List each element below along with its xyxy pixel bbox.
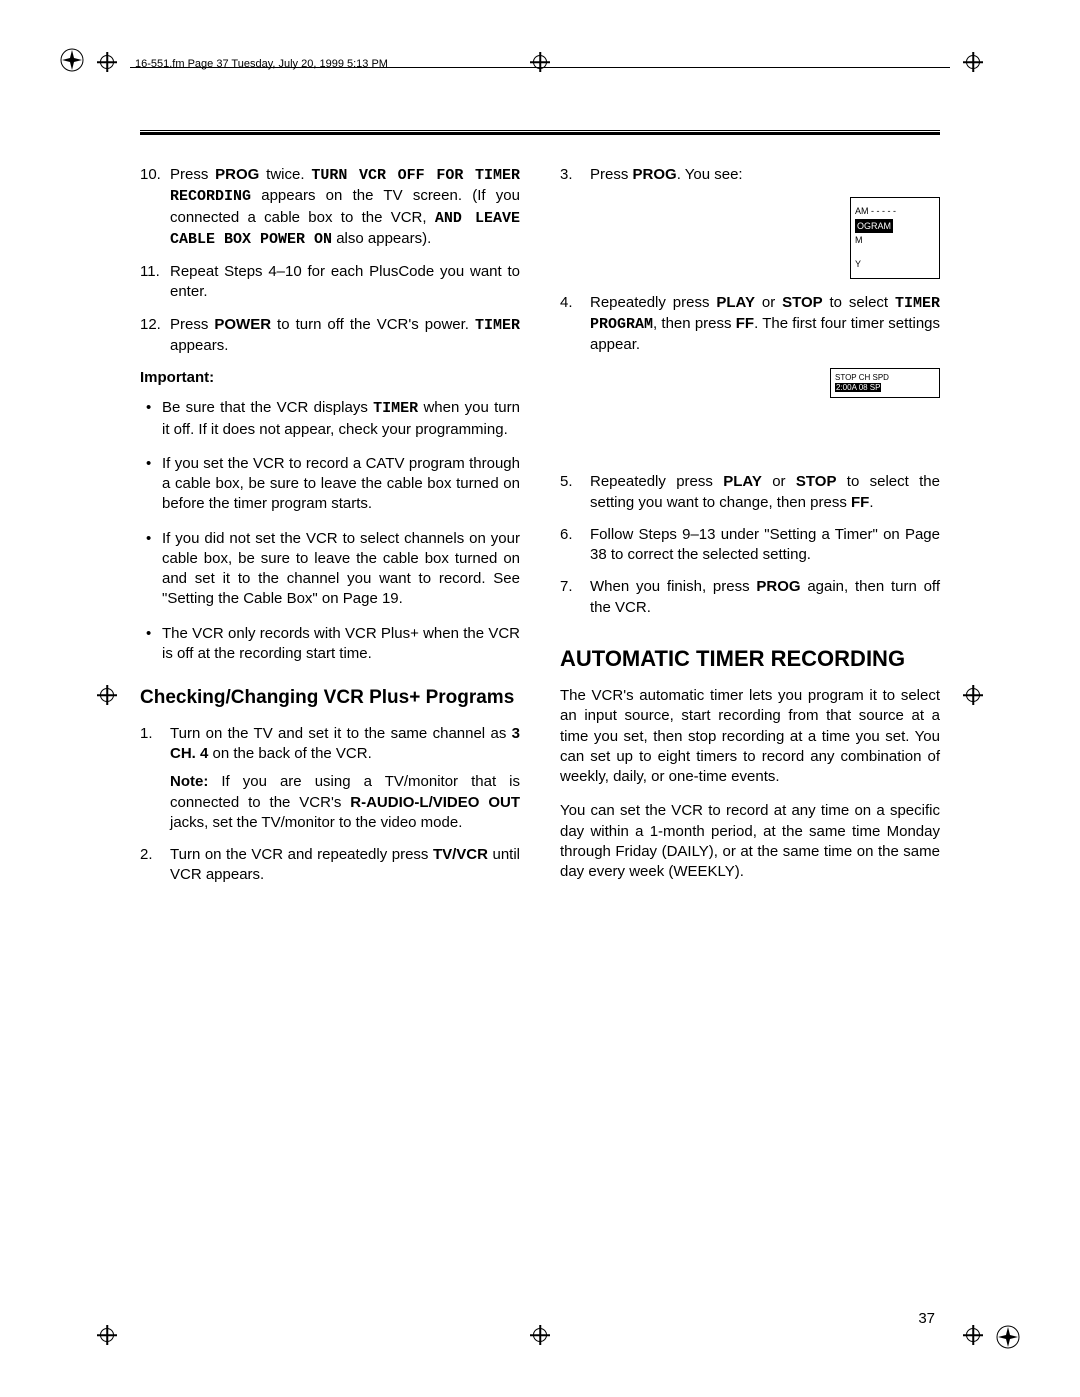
bullet-1: Be sure that the VCR displays TIMER when… <box>140 398 520 440</box>
step-num: 1. <box>140 724 153 744</box>
t: FF <box>851 494 869 511</box>
step-6: 6. Follow Steps 9–13 under "Setting a Ti… <box>560 525 940 566</box>
step-4: 4. Repeatedly press PLAY or STOP to sele… <box>560 293 940 356</box>
step-5: 5. Repeatedly press PLAY or STOP to sele… <box>560 472 940 513</box>
t: STOP <box>796 473 837 490</box>
t: to turn off the VCR's power. <box>271 316 475 333</box>
paragraph-1: The VCR's automatic timer lets you progr… <box>560 686 940 787</box>
reg-mark-tr <box>966 55 980 69</box>
step-3: 3. Press PROG. You see: <box>560 165 940 185</box>
step-num: 5. <box>560 472 573 492</box>
step-num: 2. <box>140 845 153 865</box>
step-10: 10. Press PROG twice. TURN VCR OFF FOR T… <box>140 165 520 250</box>
t: Press <box>170 166 215 183</box>
reg-mark-br <box>966 1328 980 1342</box>
step-num: 4. <box>560 293 573 313</box>
step-num: 6. <box>560 525 573 545</box>
t: PROG <box>756 578 800 595</box>
t: PROG <box>633 166 677 183</box>
check-step-1: 1. Turn on the TV and set it to the same… <box>140 724 520 833</box>
right-column: 3. Press PROG. You see: AM - - - - - OGR… <box>560 165 940 898</box>
reg-mark-ml <box>100 688 114 702</box>
reg-mark-mr <box>966 688 980 702</box>
check-step-2: 2. Turn on the VCR and repeatedly press … <box>140 845 520 886</box>
section-heading: AUTOMATIC TIMER RECORDING <box>560 646 940 672</box>
t: PLAY <box>716 294 755 311</box>
t: . <box>869 494 873 511</box>
t: to select <box>823 294 895 311</box>
t: jacks, set the TV/monitor to the video m… <box>170 814 462 831</box>
screen-display-1: AM - - - - - OGRAM M Y <box>850 197 940 279</box>
step-num: 11. <box>140 262 160 282</box>
screen-line: M <box>855 233 935 247</box>
crop-star-br <box>996 1325 1020 1349</box>
screen-line-inv: OGRAM <box>855 219 893 233</box>
t: TV/VCR <box>433 846 488 863</box>
t: twice. <box>259 166 311 183</box>
page-number: 37 <box>918 1310 935 1327</box>
reg-mark-mb <box>533 1328 547 1342</box>
t: Be sure that the VCR displays <box>162 399 373 416</box>
t: on the back of the VCR. <box>208 745 371 762</box>
t: Repeat Steps 4–10 for each PlusCode you … <box>170 263 520 300</box>
screen-display-2: STOP CH SPD 2:00A 08 SP <box>830 368 940 399</box>
t: . You see: <box>677 166 743 183</box>
bullet-4: The VCR only records with VCR Plus+ when… <box>140 624 520 665</box>
reg-mark-tl <box>100 55 114 69</box>
t: Press <box>170 316 214 333</box>
t: Turn on the TV and set it to the same ch… <box>170 725 512 742</box>
paragraph-2: You can set the VCR to record at any tim… <box>560 801 940 882</box>
t: Press <box>590 166 633 183</box>
screen-line-inv: 2:00A 08 SP <box>835 383 881 392</box>
t: POWER <box>214 316 271 333</box>
t: R-AUDIO-L/VIDEO OUT <box>350 794 520 811</box>
t: PLAY <box>723 473 762 490</box>
header-text: 16-551.fm Page 37 Tuesday, July 20, 1999… <box>135 58 388 70</box>
t: or <box>762 473 796 490</box>
content: 10. Press PROG twice. TURN VCR OFF FOR T… <box>140 165 940 898</box>
crop-star-tl <box>60 48 84 72</box>
note: Note: If you are using a TV/monitor that… <box>170 772 520 833</box>
screen-line: Y <box>855 257 935 271</box>
step-num: 7. <box>560 577 573 597</box>
t: Repeatedly press <box>590 473 723 490</box>
important-label: Important: <box>140 368 520 388</box>
step-num: 10. <box>140 165 161 185</box>
t: STOP <box>782 294 823 311</box>
step-7: 7. When you finish, press PROG again, th… <box>560 577 940 618</box>
t: Repeatedly press <box>590 294 716 311</box>
t: PROG <box>215 166 259 183</box>
step-12: 12. Press POWER to turn off the VCR's po… <box>140 315 520 357</box>
t: TIMER <box>475 317 520 334</box>
t: also appears). <box>332 230 431 247</box>
reg-mark-bl <box>100 1328 114 1342</box>
step-11: 11. Repeat Steps 4–10 for each PlusCode … <box>140 262 520 303</box>
t: or <box>755 294 782 311</box>
screen-line: AM - - - - - <box>855 204 935 218</box>
screen-line: STOP CH SPD <box>835 373 935 383</box>
left-column: 10. Press PROG twice. TURN VCR OFF FOR T… <box>140 165 520 898</box>
t: TIMER <box>373 400 418 417</box>
step-num: 3. <box>560 165 573 185</box>
bullet-2: If you set the VCR to record a CATV prog… <box>140 454 520 515</box>
divider <box>140 130 940 135</box>
t: Note: <box>170 773 208 790</box>
t: appears. <box>170 337 228 354</box>
bullet-3: If you did not set the VCR to select cha… <box>140 529 520 610</box>
step-num: 12. <box>140 315 161 335</box>
t: , then press <box>653 315 736 332</box>
t: Turn on the VCR and repeatedly press <box>170 846 433 863</box>
t: When you finish, press <box>590 578 756 595</box>
subheading: Checking/Changing VCR Plus+ Programs <box>140 686 520 710</box>
t: Follow Steps 9–13 under "Setting a Timer… <box>590 526 940 563</box>
t: FF <box>736 315 754 332</box>
